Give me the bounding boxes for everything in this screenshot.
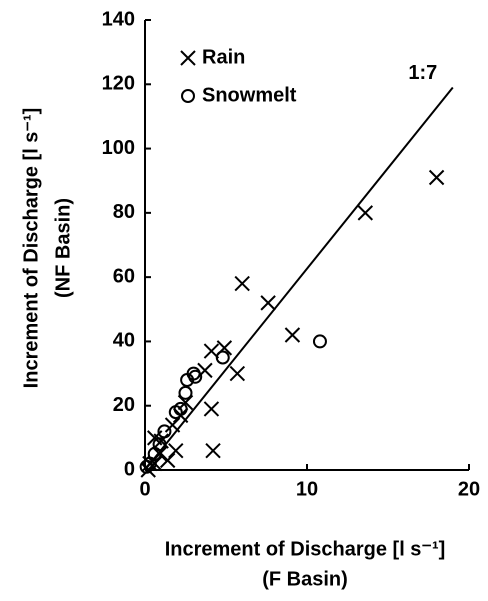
marker-rain [159,452,176,469]
y-tick-label: 20 [113,394,135,416]
marker-snowmelt [181,89,195,103]
marker-snowmelt [173,401,188,416]
marker-snowmelt [139,459,154,474]
y-tick-label: 140 [102,8,135,30]
marker-snowmelt [312,334,327,349]
y-axis-label: Increment of Discharge [l s⁻¹] [20,108,42,389]
marker-rain [234,275,250,292]
y-tick-label: 80 [113,201,135,223]
marker-snowmelt [157,424,172,439]
x-tick-label: 0 [139,478,150,500]
marker-snowmelt [180,373,195,387]
marker-snowmelt [178,385,193,400]
marker-rain [229,365,246,382]
y-tick-label: 60 [113,265,135,287]
marker-rain [203,401,220,417]
marker-rain [205,443,221,459]
x-tick-label: 20 [458,478,480,500]
reference-label: 1:7 [408,62,437,84]
reference-line [144,86,454,471]
y-tick-label: 120 [102,73,135,95]
marker-rain [428,169,445,186]
marker-rain [168,443,184,459]
marker-rain [260,295,276,311]
marker-rain [180,50,196,66]
y-tick-label: 40 [113,330,135,352]
y-axis-label: (NF Basin) [52,198,74,298]
marker-rain [164,417,181,433]
x-axis-label: (F Basin) [262,568,348,590]
legend-label: Snowmelt [202,84,297,106]
marker-rain [357,205,374,221]
y-tick-label: 0 [124,458,135,480]
x-tick-label: 10 [296,478,318,500]
x-axis-label: Increment of Discharge [l s⁻¹] [165,538,446,560]
marker-snowmelt [142,456,157,471]
y-tick-label: 100 [102,137,135,159]
marker-snowmelt [215,350,230,365]
marker-rain [284,327,301,343]
legend-label: Rain [202,46,245,68]
